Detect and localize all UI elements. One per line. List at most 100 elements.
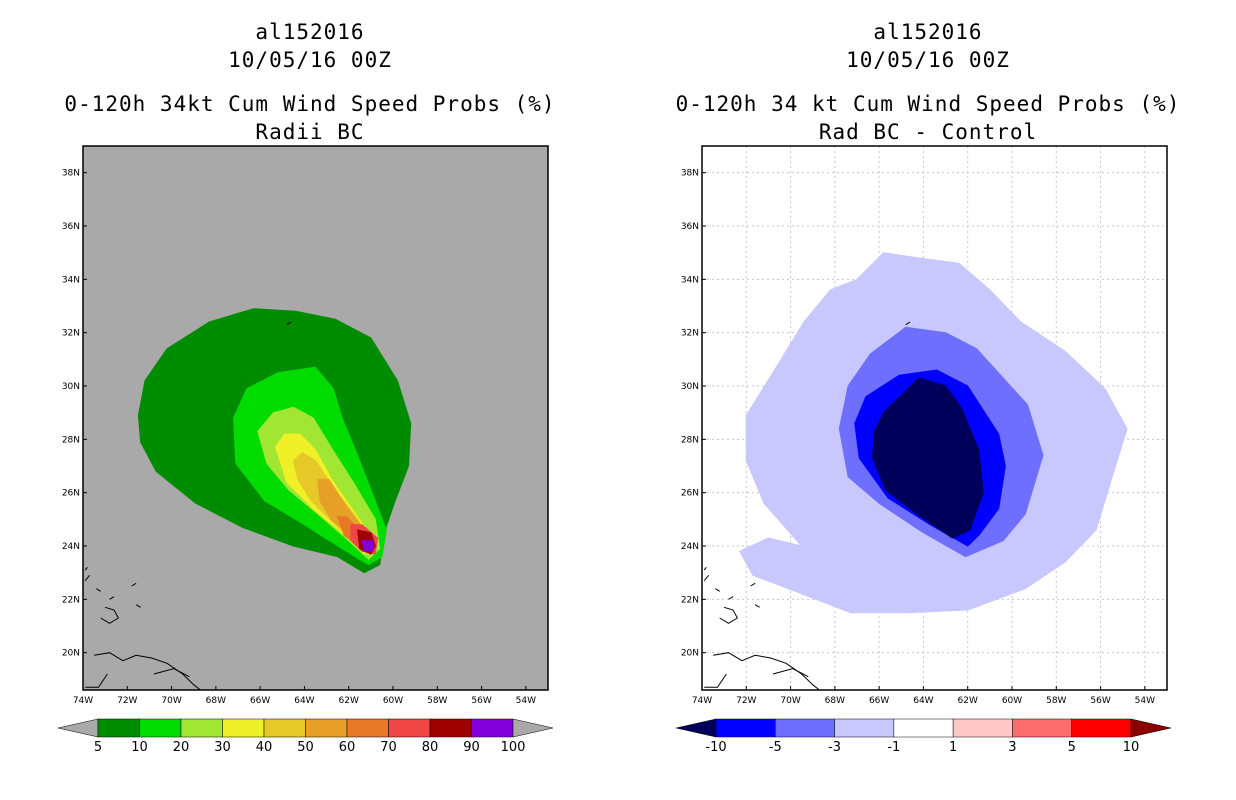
- x-tick-label: 54W: [1135, 696, 1155, 706]
- x-tick-label: 72W: [736, 696, 756, 706]
- plot-frame: [82, 145, 549, 691]
- colorbar-box: [471, 718, 514, 738]
- colorbar-label: 5: [94, 740, 102, 755]
- colorbar-label: -3: [828, 740, 841, 755]
- left-panel-titles: al152016 10/05/16 00Z 0-120h 34kt Cum Wi…: [0, 18, 620, 146]
- colorbar-box: [1071, 718, 1132, 738]
- coastline: [94, 652, 201, 690]
- y-tick-label: 26N: [681, 489, 699, 499]
- colorbar-box: [775, 718, 835, 738]
- x-tick-label: 62W: [339, 696, 359, 706]
- y-tick-label: 38N: [62, 169, 80, 179]
- y-tick-label: 24N: [62, 542, 80, 552]
- x-tick-label: 70W: [161, 696, 181, 706]
- colorbar-box: [952, 718, 1013, 738]
- colorbar-label: 20: [173, 740, 190, 755]
- island-outline: [703, 574, 709, 582]
- colorbar-label: -5: [769, 740, 782, 755]
- island-outline: [719, 606, 739, 624]
- colorbar-box: [1012, 718, 1072, 738]
- x-tick-label: 68W: [206, 696, 226, 706]
- left-title: 0-120h 34kt Cum Wind Speed Probs (%): [64, 92, 556, 116]
- y-tick-label: 36N: [681, 222, 699, 232]
- y-tick-label: 30N: [681, 382, 699, 392]
- colorbar-box: [715, 718, 776, 738]
- right-storm-id: al152016: [873, 20, 983, 44]
- colorbar-label: 30: [214, 740, 231, 755]
- x-tick-label: 74W: [73, 696, 93, 706]
- colorbar-label: 10: [1123, 740, 1140, 755]
- colorbar-box: [180, 718, 223, 738]
- colorbar-rad-bc-control: -10 -5 -3 -1 1 3 5 10: [675, 718, 1172, 755]
- island-outline: [754, 604, 760, 608]
- x-tick-label: 60W: [1002, 696, 1022, 706]
- colorbar-box: [222, 718, 265, 738]
- y-tick-label: 24N: [681, 542, 699, 552]
- y-tick-label: 22N: [681, 595, 699, 605]
- x-tick-label: 56W: [471, 696, 491, 706]
- colorbar-label: 90: [463, 740, 480, 755]
- colorbar-label: 1: [949, 740, 957, 755]
- x-tick-label: 54W: [516, 696, 536, 706]
- island-outline: [84, 566, 88, 571]
- y-tick-label: 20N: [62, 649, 80, 659]
- island-outline: [100, 606, 120, 624]
- contour--10: [872, 377, 984, 539]
- y-tick-label: 36N: [62, 222, 80, 232]
- colorbar-label: 80: [422, 740, 439, 755]
- x-tick-label: 66W: [250, 696, 270, 706]
- y-tick-label: 20N: [681, 649, 699, 659]
- island-outline: [286, 321, 292, 326]
- right-datetime: 10/05/16 00Z: [846, 48, 1010, 72]
- coastline: [85, 673, 108, 688]
- y-tick-label: 26N: [62, 489, 80, 499]
- colorbar-under-triangle: [57, 718, 99, 738]
- x-tick-label: 64W: [913, 696, 933, 706]
- island-outline: [96, 588, 101, 592]
- x-tick-label: 56W: [1090, 696, 1110, 706]
- island-outline: [703, 566, 707, 571]
- colorbar-label: 70: [380, 740, 397, 755]
- colorbar-radii-bc: 5 10 20 30 40 50 60 70 80 90 100: [57, 718, 554, 755]
- y-tick-label: 30N: [62, 382, 80, 392]
- coastline: [772, 668, 809, 678]
- contour-90-100: [361, 540, 374, 552]
- colorbar-label: 3: [1008, 740, 1016, 755]
- x-tick-label: 70W: [780, 696, 800, 706]
- colorbar-box: [834, 718, 895, 738]
- island-outline: [109, 596, 115, 600]
- x-tick-label: 72W: [117, 696, 137, 706]
- x-tick-label: 60W: [383, 696, 403, 706]
- x-tick-label: 58W: [427, 696, 447, 706]
- x-tick-label: 58W: [1046, 696, 1066, 706]
- x-tick-label: 66W: [869, 696, 889, 706]
- y-tick-label: 34N: [62, 275, 80, 285]
- map-panel-rad-bc-control: 74W 72W 70W 68W 66W 64W 62W 60W 58W 56W 54W 20N 22N 2…: [681, 145, 1168, 706]
- colorbar-under-triangle: [675, 718, 717, 738]
- colorbar-box: [305, 718, 348, 738]
- left-storm-id: al152016: [255, 20, 365, 44]
- colorbar-box: [139, 718, 182, 738]
- right-subtitle: Rad BC - Control: [818, 120, 1038, 144]
- y-tick-label: 32N: [62, 329, 80, 339]
- y-tick-label: 28N: [62, 435, 80, 445]
- colorbar-over-triangle: [1130, 718, 1172, 738]
- y-tick-label: 28N: [681, 435, 699, 445]
- colorbar-label: 10: [131, 740, 148, 755]
- plot-frame: [701, 145, 1168, 691]
- island-outline: [905, 321, 911, 326]
- colorbar-label: -10: [705, 740, 726, 755]
- island-outline: [131, 582, 137, 587]
- colorbar-box: [429, 718, 472, 738]
- left-datetime: 10/05/16 00Z: [228, 48, 392, 72]
- y-tick-label: 22N: [62, 595, 80, 605]
- colorbar-label: -1: [887, 740, 900, 755]
- colorbar-over-triangle: [512, 718, 554, 738]
- right-panel-titles: al152016 10/05/16 00Z 0-120h 34 kt Cum W…: [618, 18, 1236, 146]
- island-outline: [84, 574, 90, 582]
- colorbar-box: [97, 718, 140, 738]
- x-tick-label: 64W: [294, 696, 314, 706]
- colorbar-label: 5: [1068, 740, 1076, 755]
- x-tick-label: 62W: [958, 696, 978, 706]
